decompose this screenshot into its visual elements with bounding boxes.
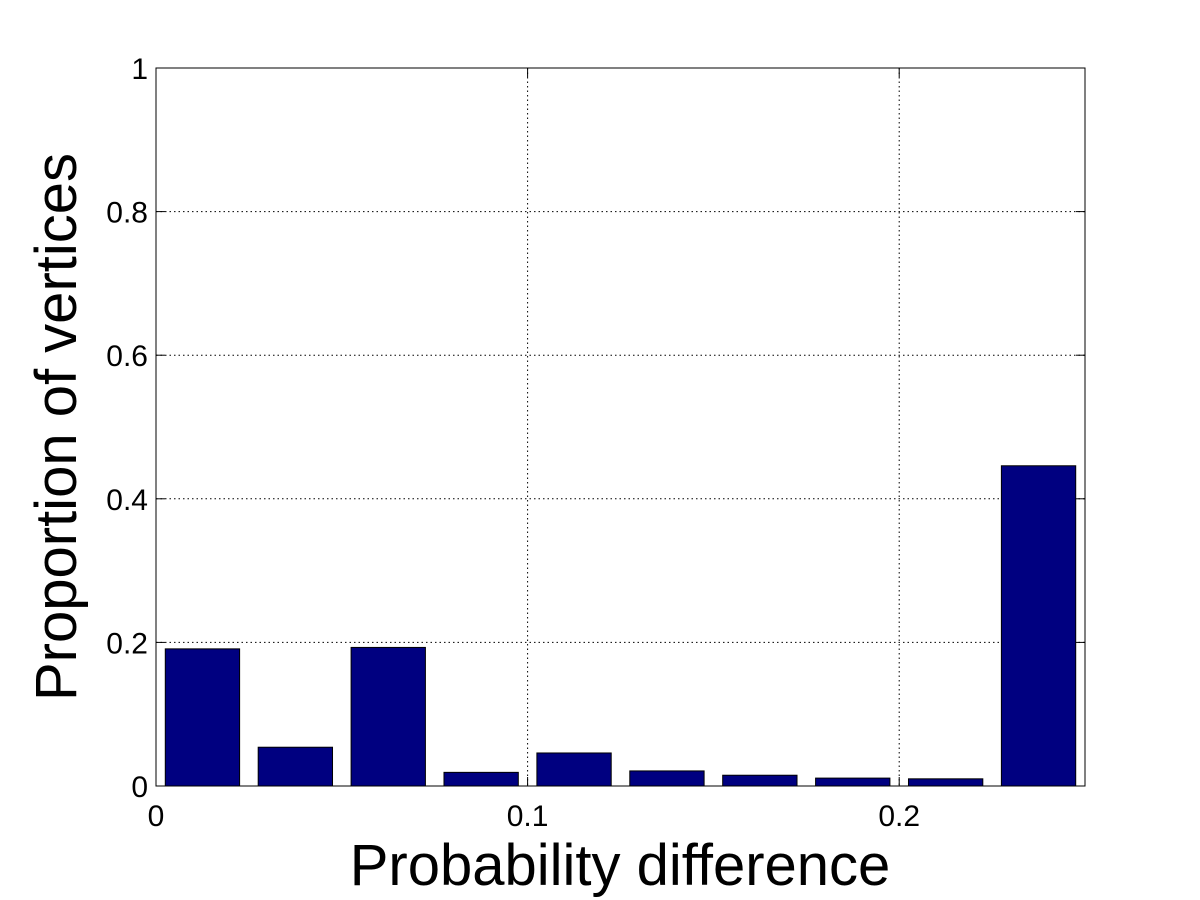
y-tick-label: 0.4 <box>106 484 148 517</box>
y-tick-label: 1 <box>131 53 148 86</box>
bar <box>629 770 705 787</box>
bar <box>722 774 798 787</box>
y-tick-label: 0.8 <box>106 197 148 230</box>
x-tick-label: 0.2 <box>878 800 920 833</box>
bar <box>164 648 241 787</box>
y-axis-label: Proportion of vertices <box>24 153 89 701</box>
bar <box>536 752 612 787</box>
x-tick-label: 0.1 <box>507 800 549 833</box>
bar <box>907 778 984 787</box>
bar <box>443 771 519 787</box>
plot-area-frame <box>155 67 1086 787</box>
grid-lines <box>156 68 1085 786</box>
bar <box>1000 465 1077 787</box>
x-axis-label: Probability difference <box>350 833 891 898</box>
x-tick-labels: 0 0.1 0.2 <box>148 800 920 833</box>
tick-marks <box>155 67 1085 787</box>
x-tick-label: 0 <box>148 800 165 833</box>
bar <box>257 746 334 787</box>
y-tick-label: 0 <box>131 771 148 804</box>
bar <box>815 777 891 787</box>
y-tick-label: 0.6 <box>106 340 148 373</box>
y-tick-label: 0.2 <box>106 627 148 660</box>
bars <box>164 465 1077 787</box>
y-tick-labels: 0 0.2 0.4 0.6 0.8 1 <box>106 53 148 804</box>
bar <box>350 646 426 787</box>
